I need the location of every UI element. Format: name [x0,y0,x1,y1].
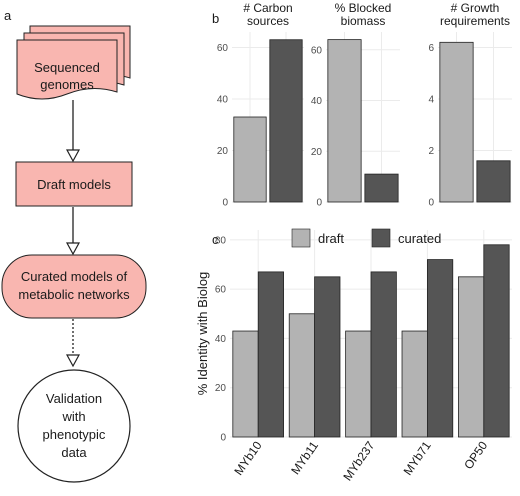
x-tick-label: OP50 [461,438,490,471]
y-tick-label: 60 [311,45,323,56]
legend-label-curated: curated [398,231,441,246]
y-tick-label: 20 [215,383,227,394]
bar-draft-MYb71 [401,330,428,438]
bar-draft [439,41,474,203]
y-tick-label: 40 [217,94,229,105]
flow-step-validation-circle [17,369,131,483]
flow-step-3-line-2: metabolic networks [18,287,130,302]
bar-draft-MYb10 [232,330,259,438]
document-shape-front [16,39,118,100]
bar-draft-OP50 [458,276,485,438]
grouped-chart: 0 20 40 60 80 MYb10 MYb11 MYb237 MYb71 OP50 % Iden… [195,228,512,483]
x-tick-label: MYb237 [340,438,377,483]
flow-step-3-line-1: Curated models of [21,269,128,284]
panel-label-a: a [4,8,12,23]
chart-title-line: biomass [341,14,386,28]
panel-label-c: c [212,232,219,247]
bar-draft-MYb11 [288,313,316,438]
flow-step-4-line-3: phenotypic [43,427,106,442]
bar-draft-MYb237 [345,330,372,438]
flow-step-2-label: Draft models [37,177,111,192]
chart-title-line: % Blocked [335,1,392,15]
chart-title-line: # Carbon [243,1,292,15]
legend-swatch-curated [371,228,391,248]
bar-curated-MYb71 [426,259,454,438]
legend-swatch-draft [291,228,311,248]
y-axis-label: % Identity with Biolog [195,272,210,396]
bar-curated-OP50 [483,244,510,438]
flow-step-4-line-2: with [61,409,85,424]
panel-label-b: b [212,11,219,26]
flowchart: Sequenced genomes Draft models Curated m… [1,25,147,483]
bar-draft [233,116,267,203]
flow-arrowhead-1 [65,149,81,163]
y-tick-label: 0 [316,198,322,209]
bar-curated-MYb10 [257,271,284,438]
flow-step-draft-box [15,161,133,207]
y-tick-label: 20 [311,147,323,158]
y-tick-label: 60 [217,43,229,54]
flow-step-4-line-4: data [61,445,87,460]
x-tick-label: MYb71 [401,438,434,477]
bar-draft [327,39,362,203]
flow-step-4-line-1: Validation [46,391,102,406]
legend: draft curated [291,228,441,248]
bar-curated [364,173,399,203]
y-tick-label: 0 [428,198,434,209]
flow-step-1-line-1: Sequenced [34,60,100,75]
bar-curated [269,39,303,203]
bar-curated-MYb237 [370,271,397,438]
bar-curated-MYb11 [314,276,341,438]
y-tick-label: 0 [220,433,226,444]
y-tick-label: 20 [217,146,229,157]
y-tick-label: 2 [428,146,434,157]
chart-title-line: requirements [440,14,510,28]
bar-curated [476,160,511,203]
chart-title-line: # Growth [451,1,500,15]
y-tick-label: 4 [428,94,434,105]
flow-arrowhead-3 [65,354,81,368]
y-tick-label: 40 [215,334,227,345]
flow-step-1-line-2: genomes [40,77,94,92]
flow-arrowhead-2 [65,242,81,256]
y-tick-label: 40 [311,96,323,107]
y-tick-label: 0 [222,198,228,209]
flow-step-curated-box [1,254,147,319]
chart-title-line: sources [247,14,289,28]
y-tick-label: 80 [215,235,227,246]
x-tick-label: MYb10 [231,438,264,477]
y-tick-label: 60 [215,285,227,296]
x-tick-label: MYb11 [288,438,321,477]
legend-label-draft: draft [318,231,344,246]
y-tick-label: 6 [428,43,434,54]
